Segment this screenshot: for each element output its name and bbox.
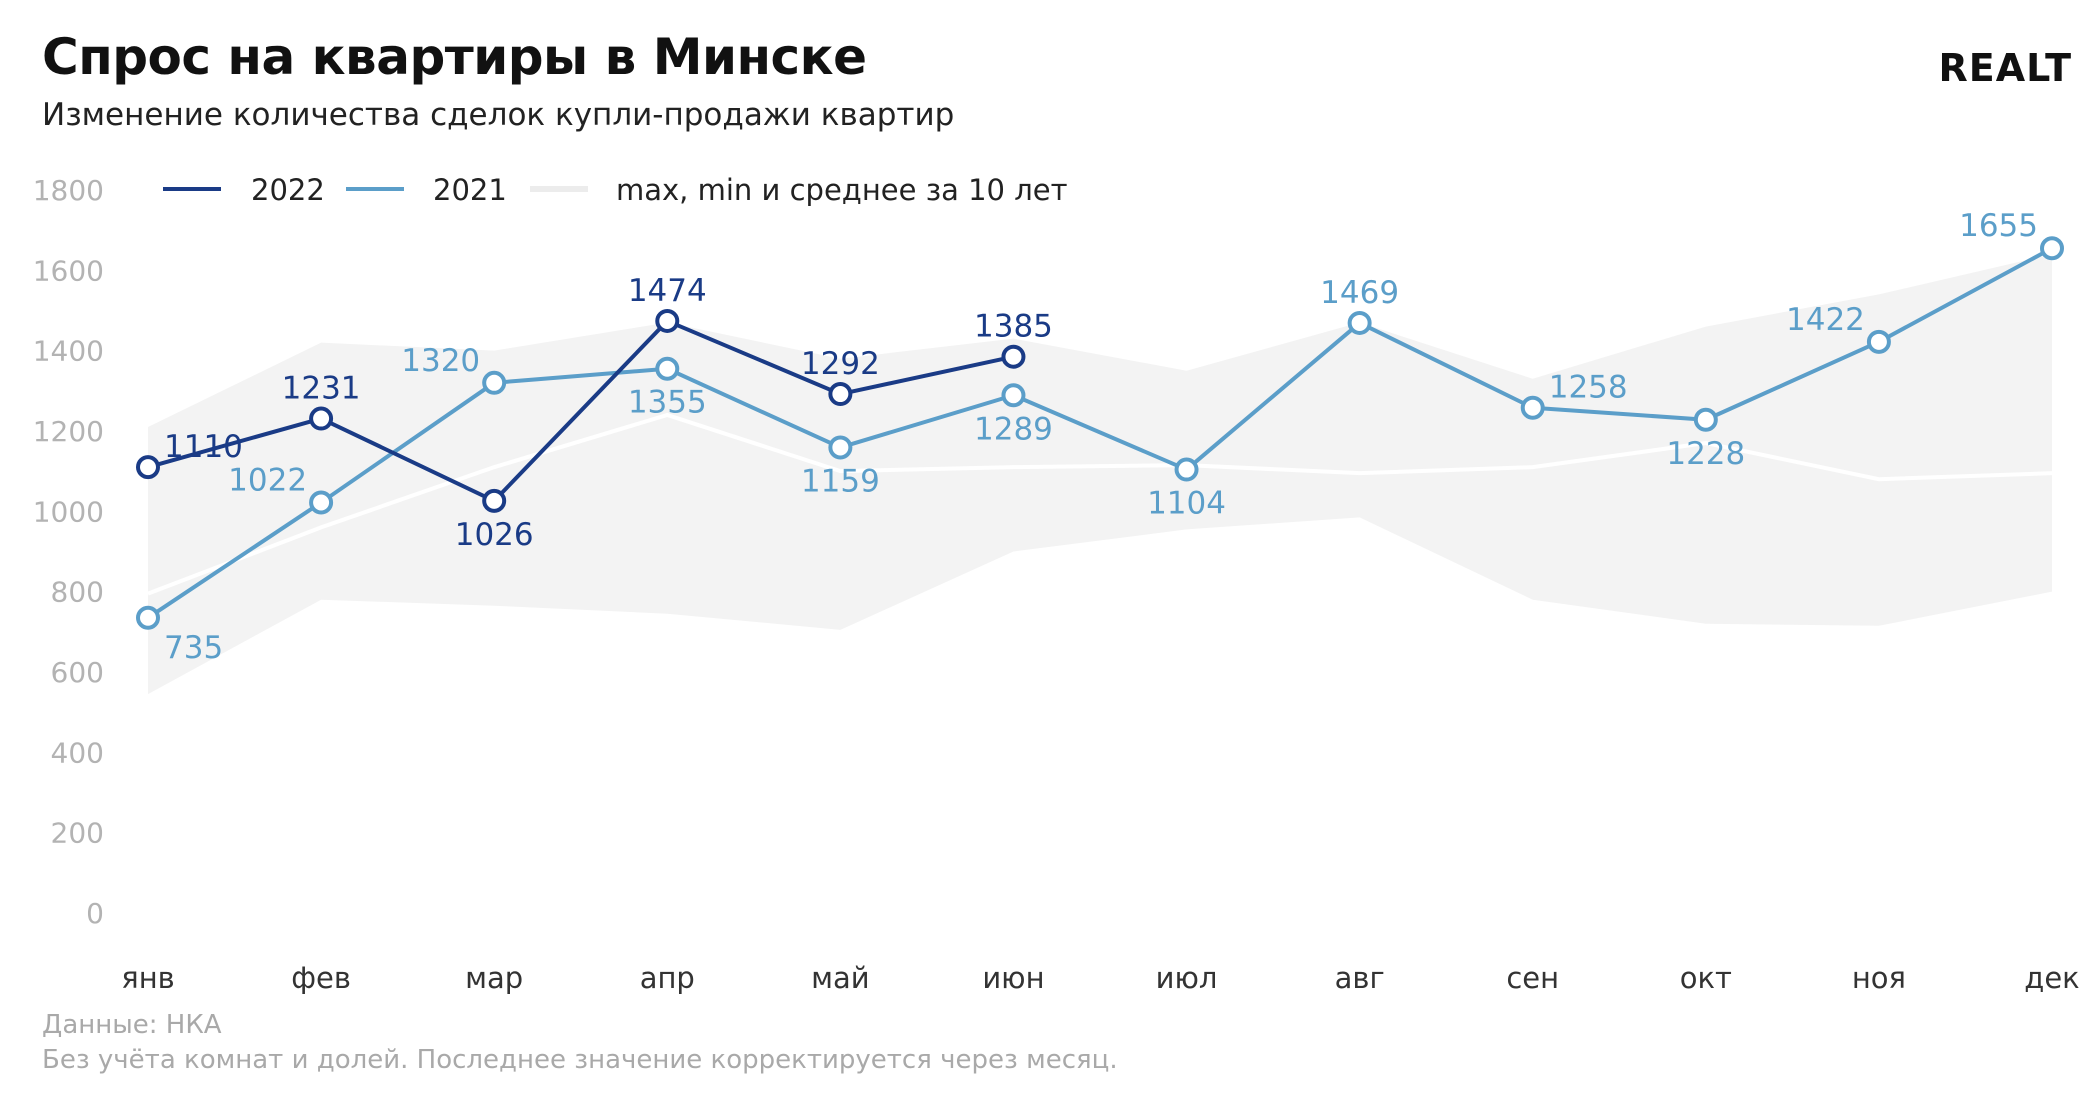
x-tick-label: окт: [1680, 961, 1732, 995]
data-point-2022: [1001, 344, 1026, 369]
source-note: Данные: НКА: [42, 1010, 222, 1040]
y-tick-label: 0: [86, 897, 104, 930]
y-tick-label: 1400: [33, 335, 104, 368]
x-tick-label: фев: [291, 961, 351, 995]
data-point-2021: [1001, 383, 1026, 408]
data-point-2021: [1866, 329, 1891, 354]
ten-year-mean-line: [147, 412, 2053, 596]
data-label-2021: 1258: [1549, 370, 1628, 406]
y-tick-label: 1200: [33, 415, 104, 448]
y-tick-label: 200: [51, 817, 104, 850]
data-label-2021: 1469: [1320, 275, 1399, 311]
data-label-2022: 1026: [455, 517, 534, 553]
data-point-2021: [482, 370, 507, 395]
data-point-2021: [2040, 236, 2064, 261]
footnote: Без учёта комнат и долей. Последнее знач…: [42, 1045, 1118, 1075]
data-point-2021: [1347, 310, 1372, 335]
x-tick-label: мар: [465, 961, 523, 995]
line-chart: 0 200 400 600 800 1000 1200 1400 1600 1800 янв фев м…: [33, 173, 2080, 995]
x-tick-label: сен: [1506, 961, 1559, 995]
data-label-2021: 1355: [628, 385, 707, 421]
x-tick-label: июн: [982, 961, 1044, 995]
legend-label: 2021: [433, 173, 507, 207]
y-tick-label: 600: [51, 656, 104, 689]
data-label-2022: 1385: [974, 309, 1053, 345]
data-label-2021: 1289: [974, 411, 1053, 447]
data-point-2022: [136, 455, 160, 480]
legend-label: 2022: [251, 173, 325, 207]
data-point-2021: [1693, 407, 1718, 432]
data-label-2022: 1474: [628, 273, 707, 309]
y-tick-label: 800: [51, 576, 104, 609]
x-tick-label: май: [811, 961, 870, 995]
data-point-2021: [828, 435, 853, 460]
data-label-2021: 1104: [1147, 486, 1226, 522]
series-line-2022: [147, 318, 1014, 503]
data-label-2022: 1110: [164, 429, 243, 465]
y-tick-label: 1800: [33, 174, 104, 207]
legend-label: max, min и среднее за 10 лет: [616, 173, 1068, 207]
x-tick-label: апр: [640, 961, 695, 995]
data-point-2021: [655, 356, 680, 381]
data-label-2022: 1231: [282, 371, 361, 407]
series-line-2021: [146, 246, 2053, 620]
data-label-2021: 1159: [801, 463, 880, 499]
chart-title: Спрос на квартиры в Минске: [42, 28, 867, 86]
data-label-2022: 1292: [801, 346, 880, 382]
y-tick-label: 1600: [33, 254, 104, 287]
y-tick-label: 1000: [33, 495, 104, 528]
x-tick-label: июл: [1156, 961, 1218, 995]
data-label-2021: 1655: [1959, 208, 2038, 244]
data-point-2021: [1174, 457, 1199, 482]
data-label-2021: 1422: [1786, 302, 1865, 338]
data-point-2021: [1520, 395, 1545, 420]
y-tick-label: 400: [51, 736, 104, 769]
data-point-2021: [136, 605, 160, 630]
data-point-2022: [828, 382, 853, 407]
x-tick-label: дек: [2024, 961, 2079, 995]
data-label-2021: 1228: [1666, 436, 1745, 472]
data-label-2021: 1022: [228, 462, 307, 498]
realt-logo: REALT: [1938, 46, 2072, 90]
data-label-2021: 1320: [401, 343, 480, 379]
x-tick-label: янв: [121, 961, 175, 995]
data-point-2022: [309, 406, 334, 431]
data-point-2022: [482, 488, 507, 513]
data-label-2021: 735: [164, 630, 223, 666]
chart-subtitle: Изменение количества сделок купли-продаж…: [42, 97, 955, 133]
x-tick-label: ноя: [1852, 961, 1906, 995]
data-point-2022: [655, 308, 680, 333]
data-point-2021: [309, 490, 334, 515]
x-tick-label: авг: [1335, 961, 1385, 995]
